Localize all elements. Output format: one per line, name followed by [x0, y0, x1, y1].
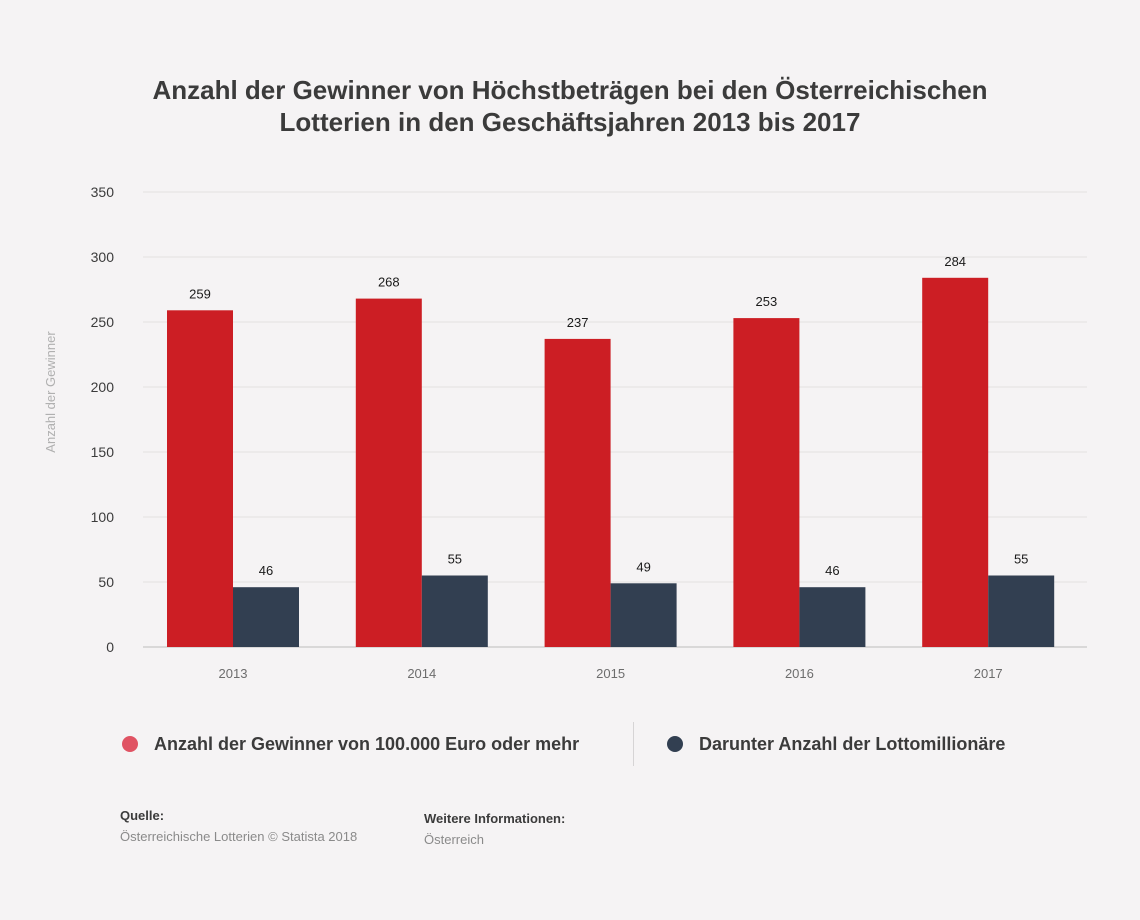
y-tick-label: 350: [91, 184, 115, 200]
x-tick-label: 2015: [596, 666, 625, 681]
data-label: 237: [567, 315, 589, 330]
bar-millionaires-2013: [233, 587, 299, 647]
data-label: 55: [448, 552, 462, 567]
data-label: 46: [259, 563, 273, 578]
bar-winners-2016: [733, 318, 800, 647]
bar-winners-2015: [544, 338, 611, 647]
y-axis-label: Anzahl der Gewinner: [43, 331, 58, 453]
y-tick-label: 50: [98, 574, 114, 590]
bar-winners-2017: [922, 277, 989, 647]
bar-millionaires-2017: [988, 575, 1055, 647]
legend-item-winners[interactable]: Anzahl der Gewinner von 100.000 Euro ode…: [122, 732, 579, 756]
y-tick-label: 100: [91, 509, 115, 525]
legend-label-winners: Anzahl der Gewinner von 100.000 Euro ode…: [154, 733, 580, 754]
data-label: 268: [378, 275, 400, 290]
legend-divider: [633, 722, 634, 766]
legend-item-millionaires[interactable]: Darunter Anzahl der Lottomillionäre: [667, 732, 1005, 756]
bar-chart: Anzahl der Gewinner 0 50 100 150 200 250 300 350…: [43, 184, 1087, 681]
bar-winners-2014: [355, 298, 422, 647]
legend-label-millionaires: Darunter Anzahl der Lottomillionäre: [699, 733, 1006, 754]
bar-millionaires-2015: [610, 583, 677, 647]
chart-title: Anzahl der Gewinner von Höchstbeträgen b…: [70, 74, 1070, 138]
y-tick-label: 250: [91, 314, 115, 330]
y-tick-label: 0: [106, 639, 114, 655]
source-label: Quelle:: [120, 808, 165, 823]
x-tick-label: 2016: [785, 666, 814, 681]
info-text[interactable]: Österreich: [424, 832, 484, 847]
bar-winners-2013: [167, 310, 233, 647]
x-tick-label: 2013: [219, 666, 248, 681]
y-tick-label: 200: [91, 379, 115, 395]
bar-millionaires-2016: [799, 587, 866, 647]
chart-title-line-1: Anzahl der Gewinner von Höchstbeträgen b…: [152, 75, 988, 105]
data-label: 55: [1014, 552, 1028, 567]
data-label: 49: [636, 559, 650, 574]
y-tick-label: 150: [91, 444, 115, 460]
data-label: 284: [944, 254, 966, 269]
data-label: 259: [189, 286, 211, 301]
legend-swatch-millionaires: [667, 736, 683, 752]
data-label: 46: [825, 563, 839, 578]
bar-millionaires-2014: [421, 575, 488, 647]
x-tick-label: 2017: [974, 666, 1003, 681]
chart-title-line-2: Lotterien in den Geschäftsjahren 2013 bi…: [279, 107, 861, 137]
y-tick-label: 300: [91, 249, 115, 265]
x-tick-label: 2014: [407, 666, 436, 681]
info-label: Weitere Informationen:: [424, 811, 566, 826]
chart-legend: Anzahl der Gewinner von 100.000 Euro ode…: [0, 722, 1140, 766]
source-text[interactable]: Österreichische Lotterien © Statista 201…: [120, 829, 358, 844]
legend-swatch-winners: [122, 736, 138, 752]
data-label: 253: [756, 294, 778, 309]
